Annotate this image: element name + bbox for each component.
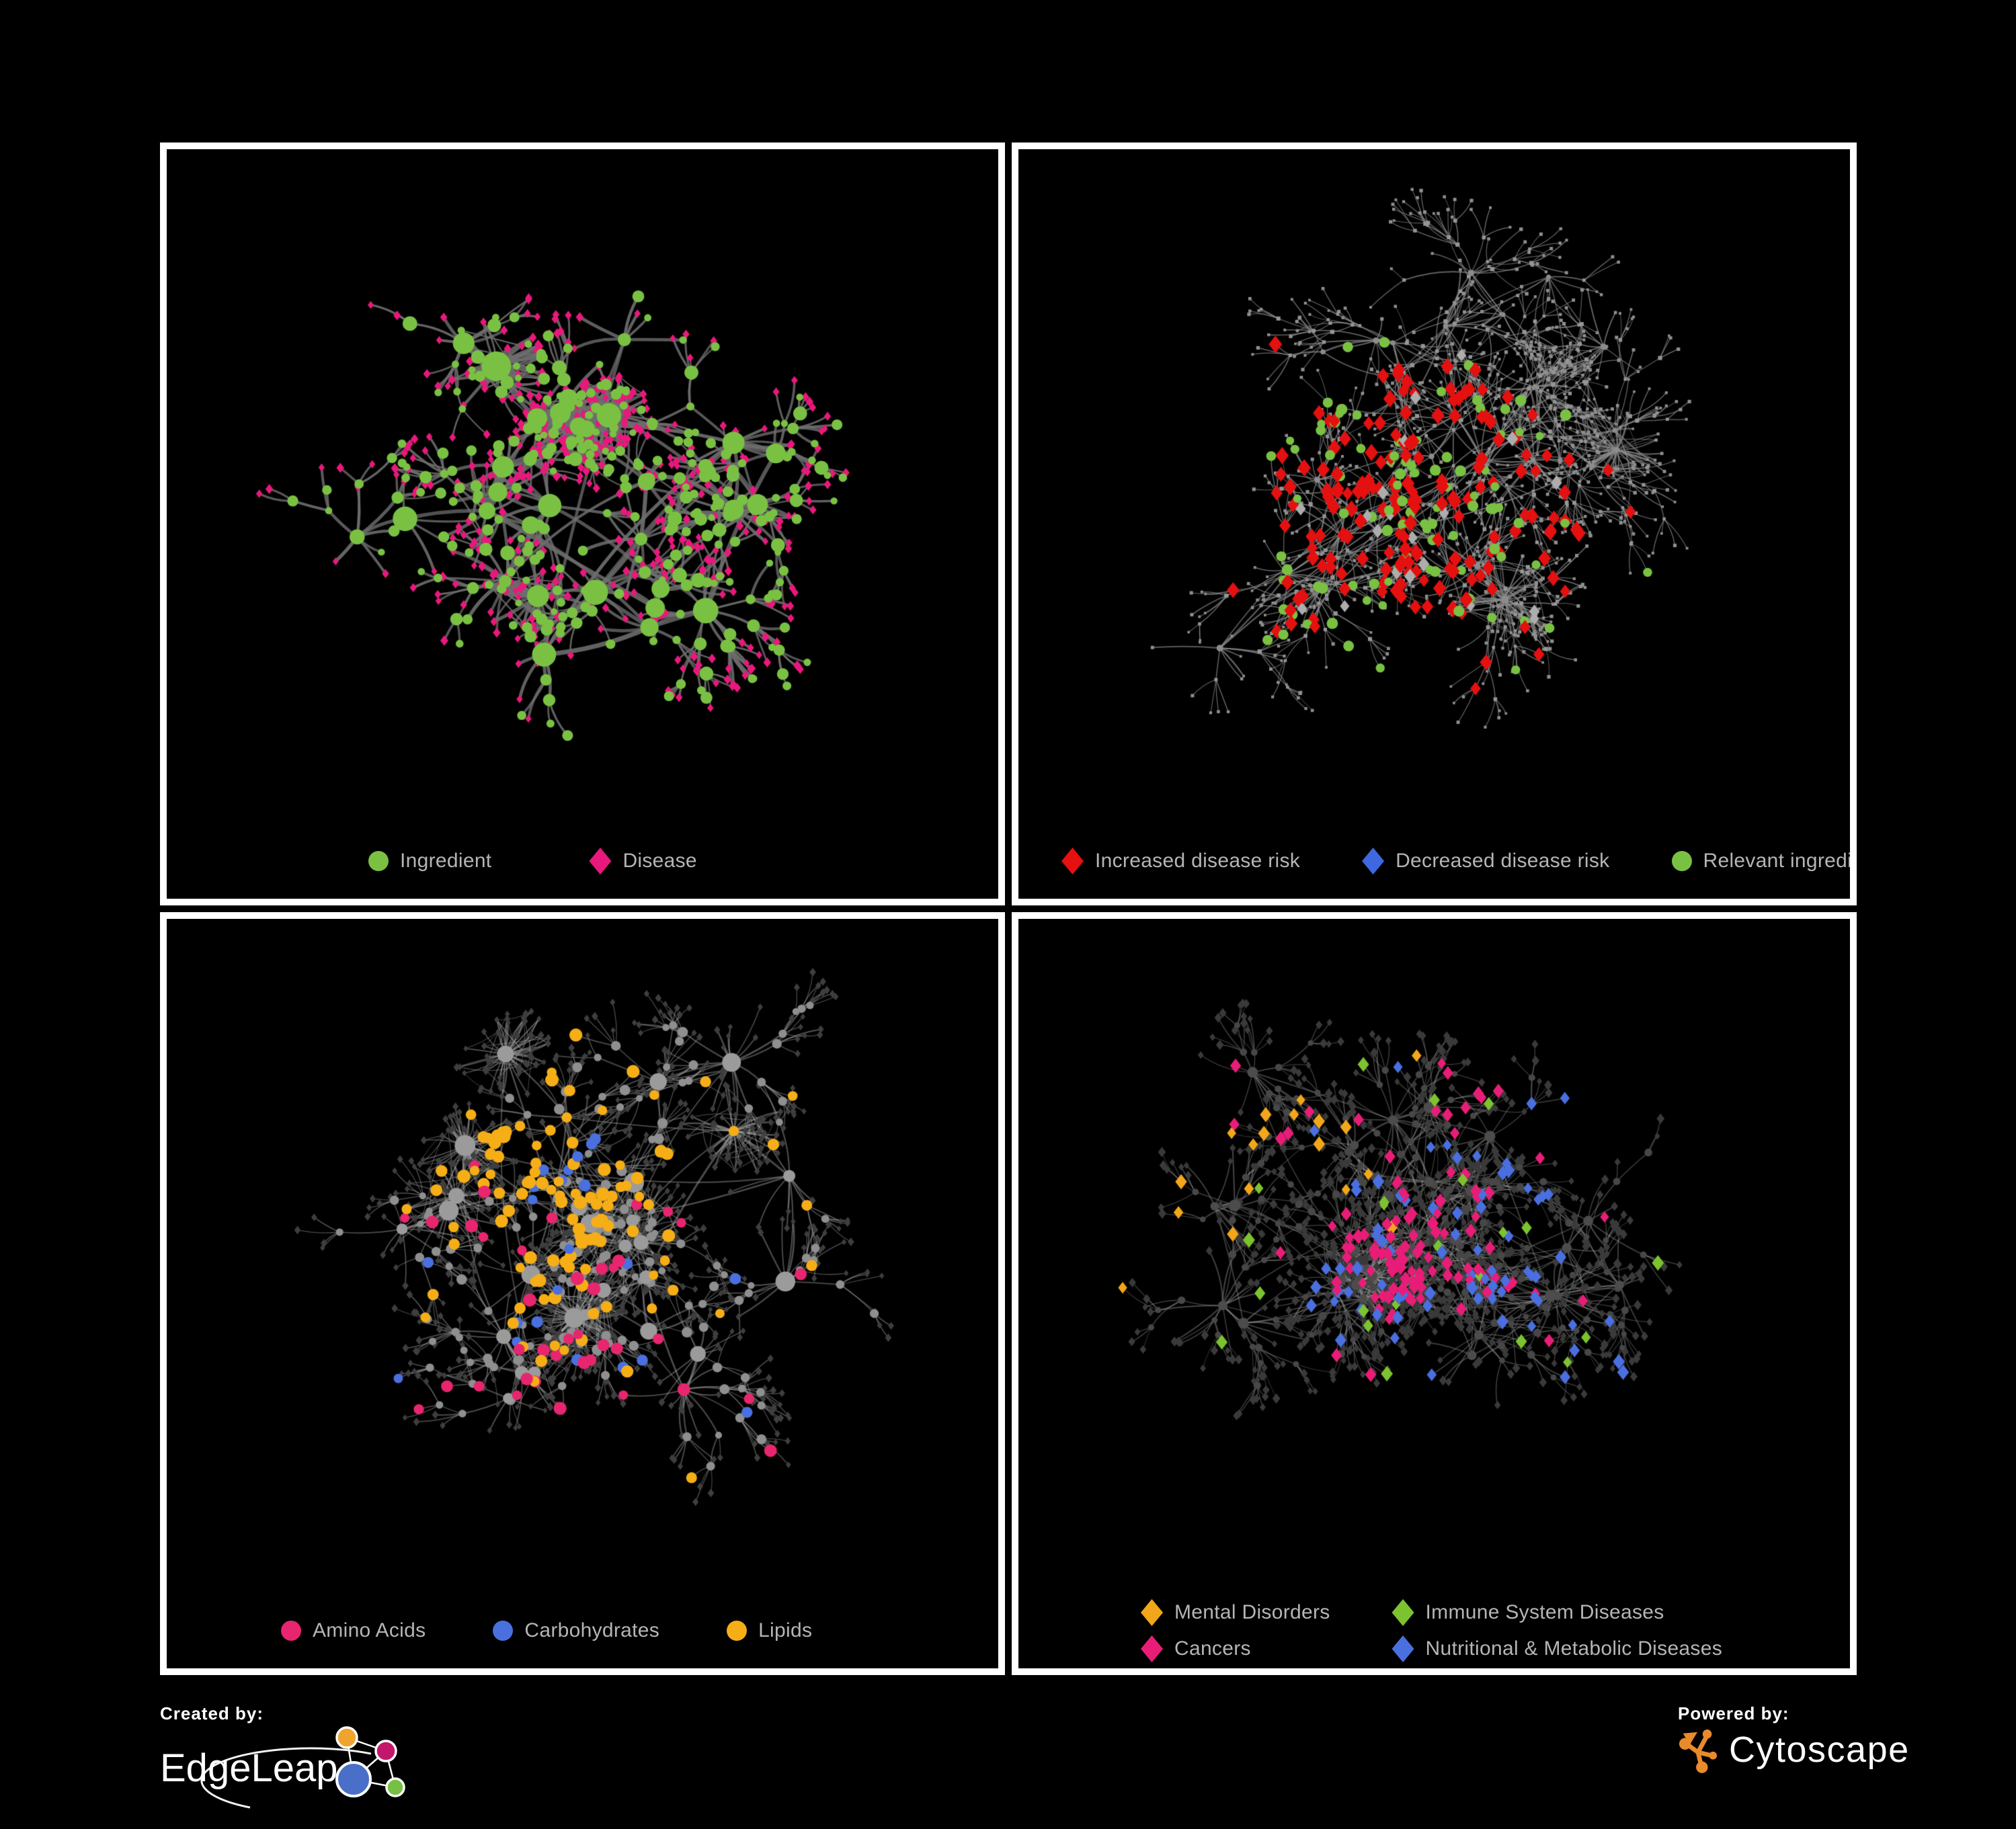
legend-item-amino-acids: Amino Acids: [281, 1619, 426, 1642]
legend-item-increased-risk: Increased disease risk: [1061, 848, 1300, 875]
created-by-label: Created by:: [160, 1703, 264, 1723]
edgeleap-wordmark: EdgeLeap: [160, 1746, 338, 1791]
panel-nutrient-classes: Amino Acids Carbohydrates Lipids: [160, 912, 1005, 1675]
decreased-risk-diamond-icon: [1362, 848, 1385, 875]
network-canvas-ingredient-disease: [167, 149, 998, 823]
legend-item-decreased-risk: Decreased disease risk: [1362, 848, 1609, 875]
increased-risk-diamond-icon: [1061, 848, 1084, 875]
cytoscape-credit: Powered by: Cytoscape: [1678, 1703, 1910, 1774]
legend-label-ingredient: Ingredient: [400, 850, 492, 872]
panel-disease-risk: Increased disease risk Decreased disease…: [1012, 143, 1857, 905]
legend-item-disease: Disease: [589, 848, 697, 875]
disease-diamond-icon: [589, 848, 612, 875]
cytoscape-wordmark: Cytoscape: [1729, 1730, 1910, 1770]
legend-label-increased-risk: Increased disease risk: [1095, 850, 1301, 872]
lipids-circle-icon: [727, 1621, 748, 1641]
ingredient-circle-icon: [368, 851, 389, 871]
legend-item-relevant-ingredient: Relevant ingredient: [1671, 850, 1853, 872]
legend-label-cancers: Cancers: [1174, 1637, 1251, 1660]
legend-label-amino-acids: Amino Acids: [313, 1619, 426, 1641]
legend-item-ingredient: Ingredient: [368, 850, 491, 872]
amino-acids-circle-icon: [281, 1621, 301, 1641]
panel-ingredient-disease: Ingredient Disease: [160, 143, 1005, 905]
legend-disease-classes: Mental Disorders Immune System Diseases …: [1018, 1593, 1850, 1668]
relevant-ingredient-circle-icon: [1671, 851, 1692, 871]
legend-nutrient-classes: Amino Acids Carbohydrates Lipids: [167, 1593, 998, 1668]
legend-item-immune-diseases: Immune System Diseases: [1392, 1599, 1722, 1626]
legend-label-relevant-ingredient: Relevant ingredient: [1703, 850, 1853, 872]
legend-item-mental-disorders: Mental Disorders: [1141, 1599, 1330, 1626]
legend-label-lipids: Lipids: [758, 1619, 813, 1641]
network-canvas-disease-risk: [1018, 149, 1850, 823]
legend-label-disease: Disease: [622, 850, 697, 872]
edgeleap-network-logo-icon: [335, 1726, 406, 1797]
legend-label-decreased-risk: Decreased disease risk: [1396, 850, 1610, 872]
mental-disorders-diamond-icon: [1141, 1599, 1163, 1626]
cancers-diamond-icon: [1141, 1635, 1163, 1662]
cytoscape-logo-icon: [1679, 1730, 1718, 1773]
legend-label-nutritional-metabolic: Nutritional & Metabolic Diseases: [1425, 1637, 1722, 1660]
edgeleap-credit: Created by: EdgeLeap: [160, 1703, 417, 1813]
edgeleap-brand-row: EdgeLeap: [160, 1724, 417, 1813]
immune-diseases-diamond-icon: [1392, 1599, 1414, 1626]
network-canvas-disease-classes: [1018, 919, 1850, 1593]
legend-disease-risk: Increased disease risk Decreased disease…: [1018, 823, 1850, 899]
carbohydrates-circle-icon: [493, 1621, 514, 1641]
legend-label-mental-disorders: Mental Disorders: [1174, 1601, 1330, 1623]
panel-disease-classes: Mental Disorders Immune System Diseases …: [1012, 912, 1857, 1675]
panel-grid: Ingredient Disease Increased disease ris…: [160, 143, 1857, 1675]
network-canvas-nutrient-classes: [167, 919, 998, 1593]
legend-ingredient-disease: Ingredient Disease: [167, 823, 998, 899]
legend-item-carbohydrates: Carbohydrates: [493, 1619, 659, 1642]
cytoscape-brand-row: Cytoscape: [1678, 1725, 1910, 1774]
legend-item-cancers: Cancers: [1141, 1635, 1330, 1662]
legend-item-lipids: Lipids: [727, 1619, 812, 1642]
legend-label-immune-diseases: Immune System Diseases: [1425, 1601, 1664, 1623]
powered-by-label: Powered by:: [1678, 1703, 1789, 1723]
nutritional-metabolic-diamond-icon: [1392, 1635, 1414, 1662]
legend-item-nutritional-metabolic: Nutritional & Metabolic Diseases: [1392, 1635, 1722, 1662]
legend-label-carbohydrates: Carbohydrates: [524, 1619, 660, 1641]
